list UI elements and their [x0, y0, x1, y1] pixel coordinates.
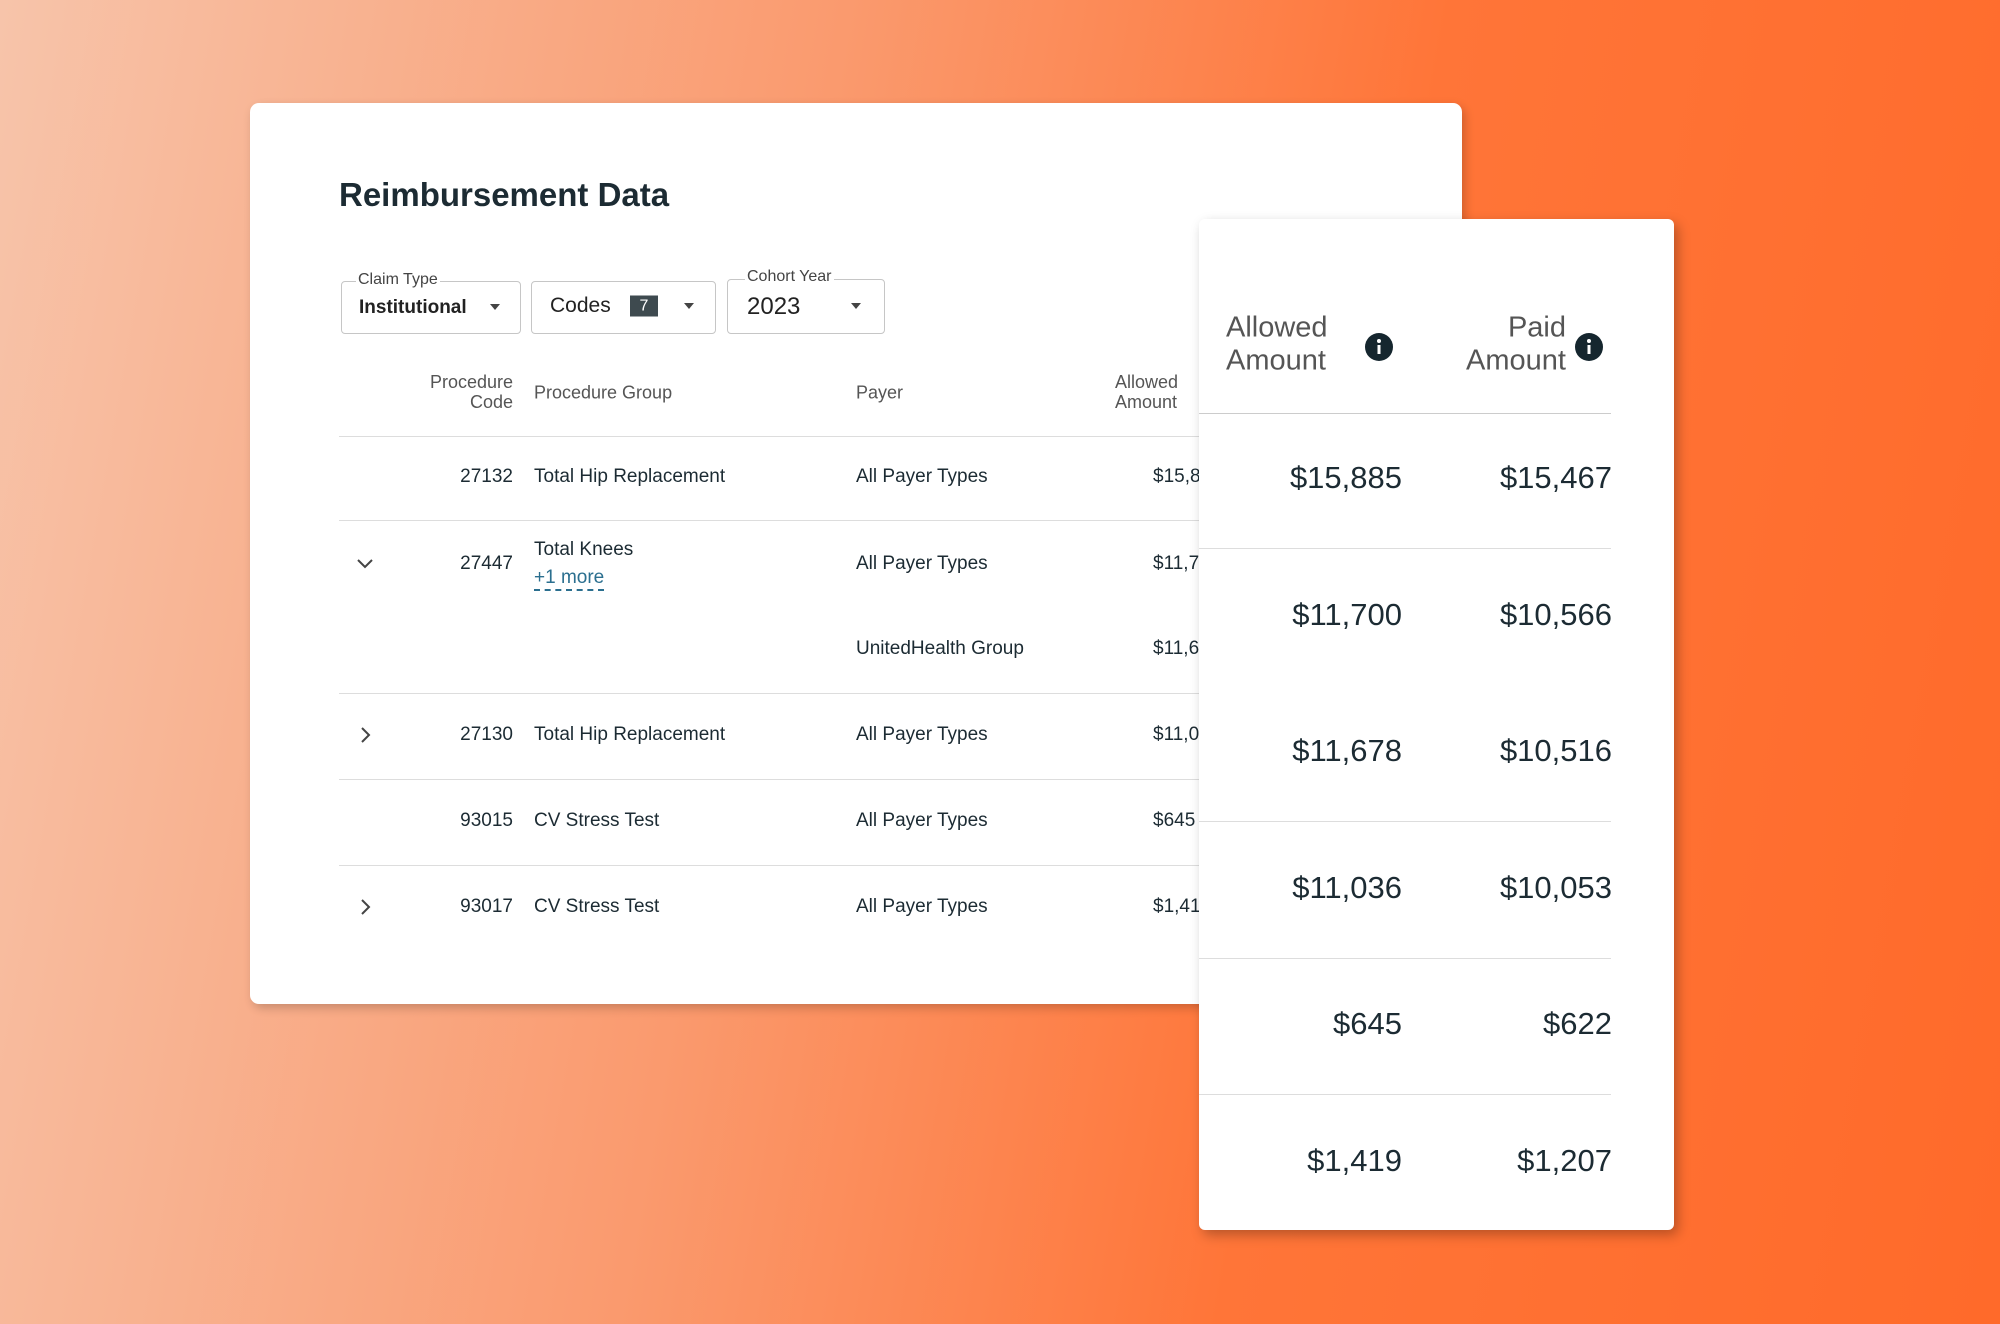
procedure-group: Total Hip Replacement [534, 466, 726, 487]
paid-amount: $1,207 [1517, 1143, 1612, 1178]
procedure-group: CV Stress Test [534, 810, 660, 831]
claim-type-value: Institutional [359, 297, 467, 318]
row-divider [1199, 821, 1611, 822]
row-divider [339, 520, 1199, 521]
payer: All Payer Types [856, 810, 988, 831]
header-paid: Paid Amount [1466, 311, 1566, 377]
claim-type-label: Claim Type [356, 271, 440, 289]
paid-amount: $10,566 [1499, 597, 1612, 632]
amounts-card [1199, 219, 1674, 1230]
row-divider [1199, 1094, 1611, 1095]
row-divider [339, 779, 1199, 780]
allowed-amount: $645 [1333, 1006, 1402, 1041]
paid-amount: $15,467 [1499, 460, 1612, 495]
allowed-amount: $11,036 [1292, 870, 1402, 905]
allowed-amount: $645 [1153, 810, 1196, 831]
dropdown-arrow [684, 303, 694, 309]
procedure-code: 27130 [460, 724, 513, 745]
info-icon[interactable] [1575, 333, 1603, 361]
header-payer: Payer [856, 382, 904, 403]
allowed-amount: $11,700 [1292, 597, 1402, 632]
procedure-group: Total Hip Replacement [534, 724, 726, 745]
dropdown-arrow [490, 304, 500, 310]
procedure-group: CV Stress Test [534, 896, 660, 917]
header-code: Procedure Code [429, 372, 513, 412]
procedure-code: 27132 [460, 466, 513, 487]
row-divider [1199, 958, 1611, 959]
procedure-code: 27447 [460, 553, 513, 574]
procedure-code: 93017 [460, 896, 513, 917]
info-icon[interactable] [1365, 333, 1393, 361]
codes-count: 7 [630, 295, 658, 317]
procedure-group: Total Knees [534, 539, 634, 560]
row-divider [1199, 548, 1611, 549]
cohort-year-value: 2023 [747, 293, 801, 320]
row-divider [339, 693, 1199, 694]
payer: All Payer Types [856, 553, 988, 574]
dropdown-arrow [851, 303, 861, 309]
paid-amount: $10,516 [1499, 733, 1612, 768]
row-divider [339, 865, 1199, 866]
header-divider [1199, 413, 1611, 414]
expand-chevron[interactable] [356, 726, 374, 744]
payer: All Payer Types [856, 724, 988, 745]
row-divider [339, 436, 1199, 437]
paid-amount: $10,053 [1499, 870, 1612, 905]
expand-chevron[interactable] [356, 555, 374, 573]
allowed-amount: $11,678 [1292, 733, 1402, 768]
paid-amount: $622 [1543, 1006, 1612, 1041]
codes-label: Codes [550, 294, 611, 317]
header-group: Procedure Group [534, 382, 673, 403]
allowed-amount: $15,885 [1289, 460, 1402, 495]
codes-select[interactable] [531, 281, 716, 334]
header-allowed: Allowed Amount [1226, 311, 1328, 377]
payer: All Payer Types [856, 466, 988, 487]
title: Reimbursement Data [339, 176, 670, 213]
payer: All Payer Types [856, 896, 988, 917]
allowed-amount: $1,419 [1153, 896, 1212, 917]
expand-chevron[interactable] [356, 898, 374, 916]
allowed-amount: $1,419 [1307, 1143, 1402, 1178]
cohort-year-label: Cohort Year [745, 268, 834, 286]
more-link[interactable]: +1 more [534, 567, 605, 591]
procedure-code: 93015 [460, 810, 513, 831]
payer: UnitedHealth Group [856, 638, 1024, 659]
header-allowed: Allowed Amount [1115, 372, 1179, 412]
